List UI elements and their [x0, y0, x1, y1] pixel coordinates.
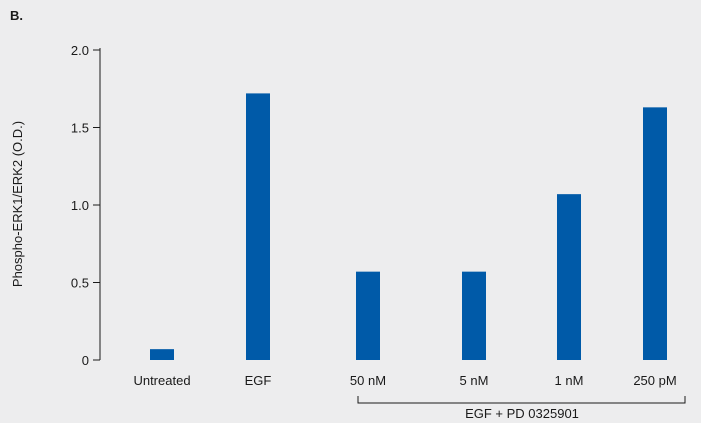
group-bracket [357, 396, 686, 404]
y-tick-label: 0 [82, 353, 89, 368]
y-tick-label: 0.5 [71, 276, 89, 291]
bar [150, 349, 174, 360]
bar [557, 194, 581, 360]
x-tick-labels: Untreated EGF 50 nM 5 nM 1 nM 250 pM [133, 373, 676, 388]
bar [462, 271, 486, 360]
group-label: EGF + PD 0325901 [465, 406, 579, 421]
panel-label: B. [10, 8, 23, 23]
x-tick-label: 1 nM [555, 373, 584, 388]
bar [643, 107, 667, 360]
y-axis-label: Phospho-ERK1/ERK2 (O.D.) [10, 121, 25, 287]
x-tick-label: Untreated [133, 373, 190, 388]
y-tick-label: 2.0 [71, 43, 89, 58]
y-ticks: 0 0.5 1.0 1.5 2.0 [71, 43, 100, 368]
bar [356, 271, 380, 360]
y-tick-label: 1.0 [71, 198, 89, 213]
x-tick-label: 250 pM [633, 373, 676, 388]
bars [150, 93, 667, 361]
bar [246, 93, 270, 361]
x-tick-label: EGF [245, 373, 272, 388]
y-tick-label: 1.5 [71, 121, 89, 136]
x-tick-label: 50 nM [350, 373, 386, 388]
x-tick-label: 5 nM [460, 373, 489, 388]
